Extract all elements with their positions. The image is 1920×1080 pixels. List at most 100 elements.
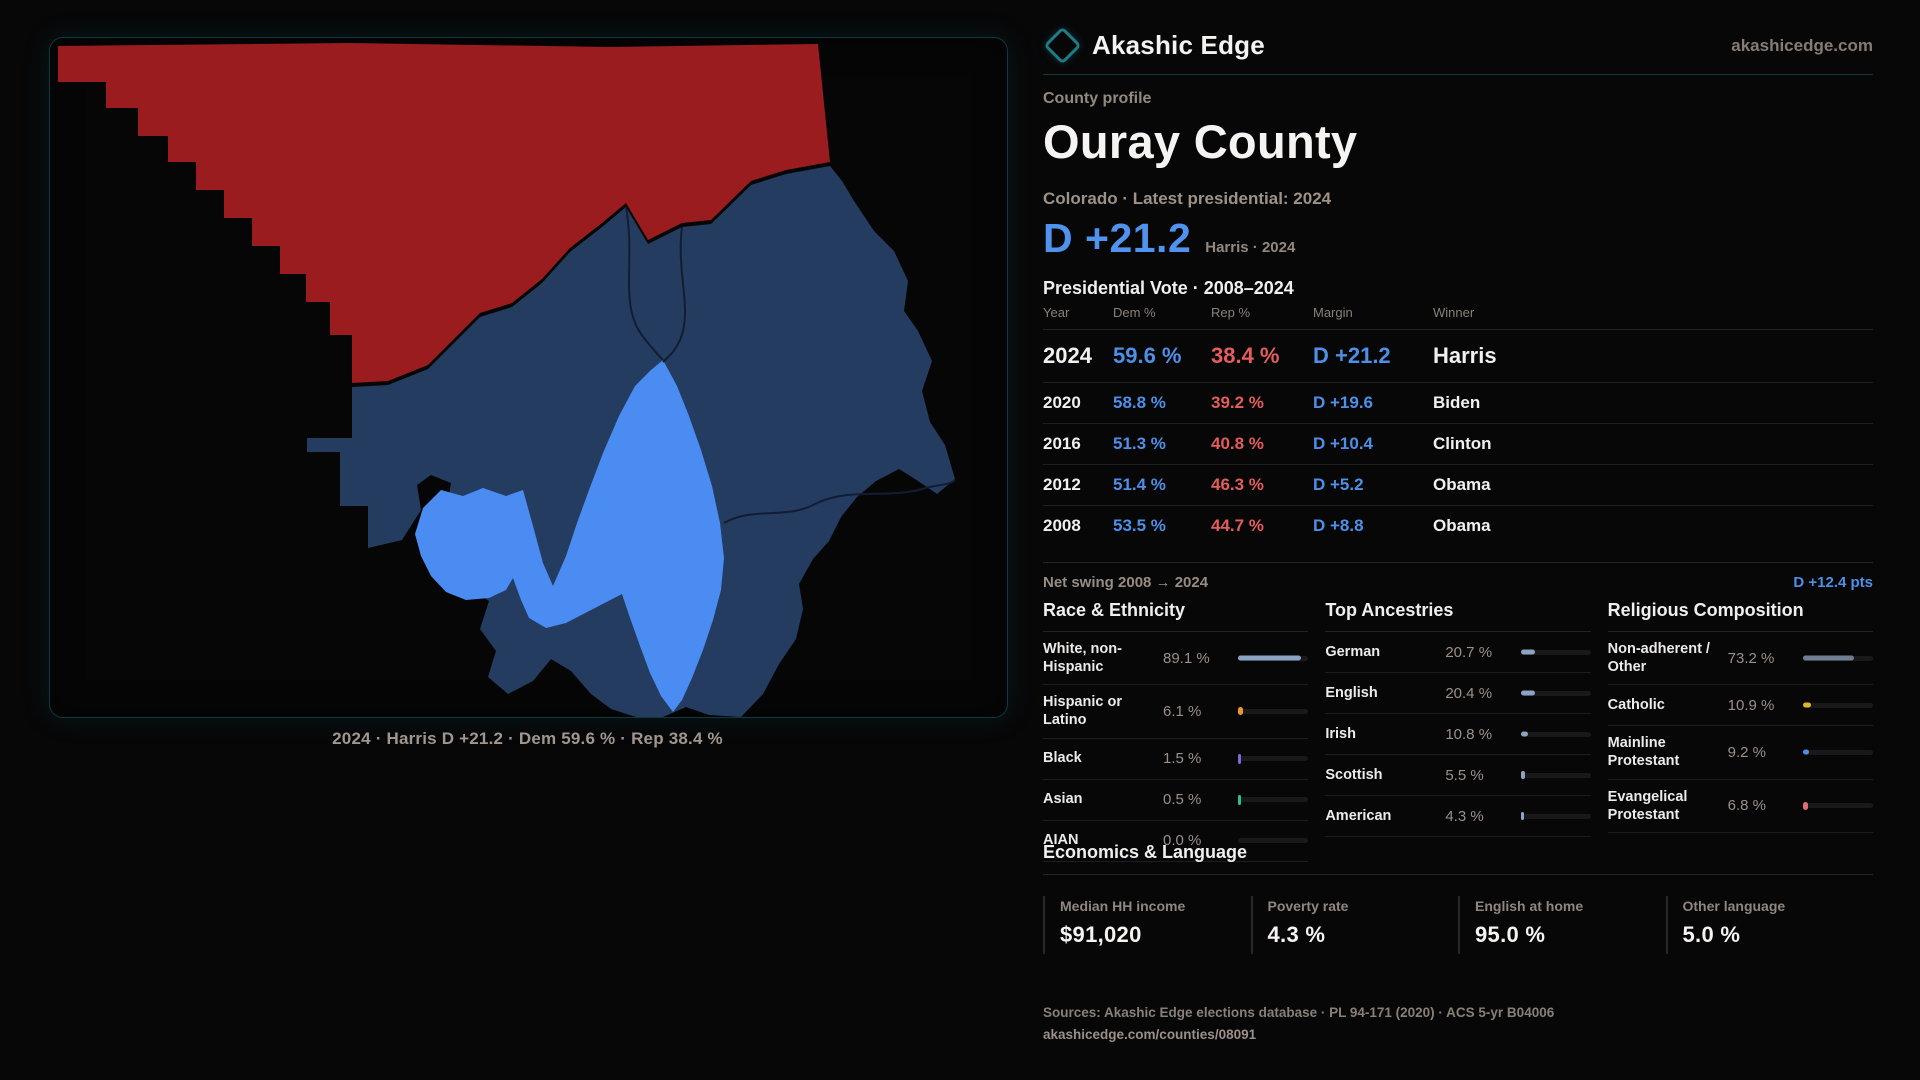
demo-rows: Non-adherent / Other 73.2 % Catholic 10.… [1607, 632, 1873, 833]
demo-bar-fill [1238, 753, 1241, 764]
col-year: Year [1043, 305, 1070, 320]
demo-value: 0.5 % [1163, 791, 1202, 808]
demo-row: Asian 0.5 % [1043, 780, 1309, 821]
stat-block: Poverty rate 4.3 % [1250, 896, 1459, 954]
demo-bar-fill [1803, 702, 1811, 708]
demo-bar-fill [1520, 649, 1536, 655]
stat-label: Poverty rate [1267, 898, 1349, 914]
vote-table-header: Year Dem % Rep % Margin Winner [1043, 305, 1873, 330]
col-rep: Rep % [1211, 305, 1251, 320]
demo-row: White, non-Hispanic 89.1 % [1043, 632, 1309, 686]
header-divider [1043, 74, 1873, 75]
demo-bar [1520, 812, 1591, 820]
net-swing-value: D +12.4 pts [1793, 574, 1873, 591]
footer: Sources: Akashic Edge elections database… [1043, 1005, 1873, 1042]
demo-value: 73.2 % [1727, 649, 1775, 667]
county-map-panel [49, 37, 1008, 718]
demo-bar [1803, 702, 1873, 708]
demo-row: AIAN 0.0 % [1043, 821, 1309, 862]
cell-year: 2016 [1043, 434, 1081, 453]
col-dem: Dem % [1113, 305, 1156, 320]
cell-dem: 51.4 % [1113, 475, 1166, 494]
cell-rep: 38.4 % [1211, 343, 1280, 368]
demo-bar [1238, 753, 1309, 764]
permalink[interactable]: akashicedge.com/counties/08091 [1043, 1027, 1257, 1042]
demo-label: Catholic [1607, 697, 1665, 714]
demo-rows: White, non-Hispanic 89.1 % Hispanic or L… [1043, 632, 1309, 862]
stat-block: Median HH income $91,020 [1043, 896, 1251, 954]
demo-bar-fill [1520, 812, 1524, 820]
vote-table: Year Dem % Rep % Margin Winner 2024 59.6… [1043, 305, 1873, 546]
sources-text: Sources: Akashic Edge elections database… [1043, 1005, 1555, 1020]
margin-value: D +21.2 [1043, 215, 1192, 261]
cell-winner: Harris [1433, 343, 1497, 368]
table-row: 2008 53.5 % 44.7 % D +8.8 Obama [1043, 506, 1873, 546]
cell-winner: Clinton [1433, 434, 1492, 453]
profile-panel: Akashic Edge akashicedge.com County prof… [1043, 0, 1873, 1080]
demo-row: Scottish 5.5 % [1325, 755, 1591, 796]
section-economics-language: Economics & Language Median HH income $9… [1043, 842, 1873, 954]
map-regions [58, 43, 956, 717]
demo-label: American [1325, 807, 1392, 824]
cell-margin: D +21.2 [1313, 343, 1391, 368]
county-boundary-line [723, 479, 956, 524]
table-row: 2012 51.4 % 46.3 % D +5.2 Obama [1043, 465, 1873, 506]
demo-value: 20.4 % [1445, 684, 1493, 702]
demo-bar [1803, 655, 1873, 661]
demo-row: Mainline Protestant 9.2 % [1607, 726, 1873, 780]
cell-winner: Obama [1433, 475, 1491, 494]
demo-value: 5.5 % [1445, 766, 1484, 784]
demo-row: Evangelical Protestant 6.8 % [1607, 780, 1873, 833]
net-swing-row: Net swing 2008 → 2024 D +12.4 pts [1043, 562, 1873, 591]
demo-bar-fill [1803, 801, 1808, 810]
vote-table-title: Presidential Vote · 2008–2024 [1043, 278, 1294, 298]
demo-row: Hispanic or Latino 6.1 % [1043, 685, 1309, 739]
stat-label: English at home [1475, 898, 1584, 914]
map-region-selected-county [415, 360, 724, 712]
demo-bar [1803, 801, 1873, 810]
stat-label: Median HH income [1060, 898, 1186, 914]
county-boundary-line [625, 206, 664, 361]
stat-block: English at home 95.0 % [1458, 896, 1666, 954]
demo-bar-fill [1238, 707, 1243, 716]
demo-bar-fill [1520, 731, 1529, 737]
demo-row: Irish 10.8 % [1325, 714, 1591, 755]
cell-rep: 40.8 % [1211, 434, 1264, 453]
demo-value: 4.3 % [1445, 807, 1484, 825]
vote-table-rows: 2024 59.6 % 38.4 % D +21.2 Harris 2020 5… [1043, 330, 1873, 546]
demo-label: German [1325, 643, 1381, 660]
section-title: Race & Ethnicity [1043, 600, 1309, 632]
cell-dem: 51.3 % [1113, 434, 1166, 453]
cell-margin: D +5.2 [1313, 475, 1364, 494]
stat-value: 95.0 % [1475, 922, 1546, 947]
demo-bar [1238, 838, 1309, 843]
demo-rows: German 20.7 % English 20.4 % Irish 10.8 … [1325, 632, 1591, 837]
demo-label: Asian [1043, 791, 1083, 808]
map-caption: 2024 · Harris D +21.2 · Dem 59.6 % · Rep… [332, 729, 723, 748]
demo-bar [1520, 771, 1591, 779]
col-winner: Winner [1433, 305, 1475, 320]
demo-bar [1238, 707, 1309, 716]
demo-bar [1803, 749, 1873, 755]
brand-domain-link[interactable]: akashicedge.com [1731, 35, 1873, 55]
demo-value: 10.8 % [1445, 725, 1493, 743]
demo-row: Black 1.5 % [1043, 739, 1309, 780]
cell-year: 2020 [1043, 393, 1081, 412]
map-region-republican [58, 43, 830, 383]
demo-label: Mainline Protestant [1607, 735, 1680, 770]
cell-year: 2024 [1043, 343, 1092, 368]
demo-bar [1238, 794, 1309, 805]
demo-label: Evangelical Protestant [1607, 788, 1688, 823]
cell-winner: Biden [1433, 393, 1481, 412]
demographics-grid: Race & Ethnicity White, non-Hispanic 89.… [1043, 600, 1873, 862]
section-religious-composition: Religious Composition Non-adherent / Oth… [1607, 600, 1873, 862]
section-title: Economics & Language [1043, 842, 1873, 875]
cell-rep: 39.2 % [1211, 393, 1264, 412]
stat-label: Other language [1682, 898, 1786, 914]
cell-rep: 46.3 % [1211, 475, 1264, 494]
demo-label: Black [1043, 750, 1082, 767]
demo-label: Scottish [1325, 766, 1383, 783]
demo-bar-fill [1238, 794, 1241, 805]
economics-stats: Median HH income $91,020 Poverty rate 4.… [1043, 896, 1873, 954]
